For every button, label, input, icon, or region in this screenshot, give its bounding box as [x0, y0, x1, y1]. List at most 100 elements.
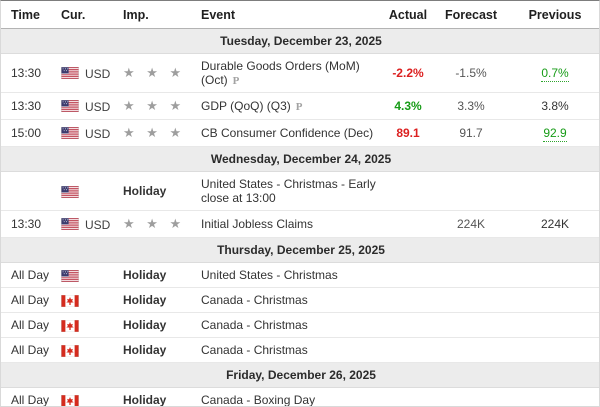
holiday-row: All Day Holiday United States - Christmas [1, 262, 599, 288]
event-time-cell: All Day [1, 337, 57, 363]
date-separator-row: Tuesday, December 23, 2025 [1, 28, 599, 54]
previous-cell: 0.7% [509, 53, 599, 93]
importance-cell: Holiday [119, 287, 197, 313]
event-time-cell: All Day [1, 262, 57, 288]
actual-cell [383, 171, 433, 211]
preliminary-icon: P [295, 101, 303, 113]
actual-cell [383, 210, 433, 238]
currency-cell: USD [57, 210, 119, 238]
event-name[interactable]: Canada - Christmas [201, 293, 308, 307]
us-flag-icon [61, 100, 79, 113]
event-row: 15:00 USD ★ ★ ★ CB Consumer Confidence (Dec… [1, 119, 599, 147]
importance-cell: ★ ★ ★ [119, 53, 197, 93]
date-separator-row: Thursday, December 25, 2025 [1, 237, 599, 263]
event-cell: Canada - Boxing Day [197, 387, 383, 407]
canada-flag-icon [61, 294, 79, 307]
event-cell: United States - Christmas [197, 262, 383, 288]
currency-cell: USD [57, 119, 119, 147]
event-name[interactable]: Canada - Christmas [201, 318, 308, 332]
date-separator-row: Friday, December 26, 2025 [1, 362, 599, 388]
event-time: 13:30 [11, 217, 42, 231]
previous-cell: 224K [509, 210, 599, 238]
event-time-cell: All Day [1, 387, 57, 407]
previous-cell [509, 287, 599, 313]
previous-value: 3.8% [541, 99, 569, 113]
currency-code: USD [85, 217, 111, 232]
event-time: 15:00 [11, 126, 42, 140]
event-cell: Canada - Christmas [197, 337, 383, 363]
previous-cell: 92.9 [509, 119, 599, 147]
forecast-cell: 224K [433, 210, 509, 238]
holiday-label: Holiday [123, 318, 167, 332]
event-name[interactable]: United States - Christmas - Early close … [201, 177, 376, 205]
canada-flag-icon [61, 344, 79, 357]
event-time: All Day [11, 393, 50, 407]
previous-value[interactable]: 0.7% [541, 66, 569, 82]
holiday-label: Holiday [123, 393, 167, 407]
date-label: Tuesday, December 23, 2025 [1, 28, 599, 54]
event-cell: United States - Christmas - Early close … [197, 171, 383, 211]
importance-cell: Holiday [119, 171, 197, 211]
forecast-cell [433, 262, 509, 288]
event-name[interactable]: Durable Goods Orders (MoM) (Oct) [201, 59, 360, 87]
forecast-cell: -1.5% [433, 53, 509, 93]
forecast-value: 91.7 [459, 126, 483, 140]
event-name[interactable]: Canada - Boxing Day [201, 393, 316, 407]
actual-value: 4.3% [394, 99, 422, 113]
event-time: All Day [11, 318, 50, 332]
forecast-cell: 3.3% [433, 92, 509, 120]
actual-cell [383, 262, 433, 288]
event-name[interactable]: CB Consumer Confidence (Dec) [201, 126, 374, 140]
holiday-label: Holiday [123, 268, 167, 282]
previous-cell [509, 387, 599, 406]
event-time-cell: All Day [1, 287, 57, 313]
previous-cell [509, 262, 599, 288]
event-time: All Day [11, 343, 50, 357]
importance-stars: ★ ★ ★ [123, 65, 186, 80]
previous-cell: 3.8% [509, 92, 599, 120]
us-flag-icon [61, 127, 79, 140]
event-time-cell: 13:30 [1, 53, 57, 93]
event-time: All Day [11, 268, 50, 282]
us-flag-icon [61, 269, 79, 282]
actual-cell: -2.2% [383, 53, 433, 93]
col-header-actual: Actual [383, 1, 433, 29]
importance-cell: Holiday [119, 387, 197, 407]
currency-cell [57, 312, 119, 338]
forecast-cell [433, 337, 509, 363]
canada-flag-icon [61, 319, 79, 332]
event-name[interactable]: GDP (QoQ) (Q3) [201, 99, 291, 113]
importance-stars: ★ ★ ★ [123, 216, 186, 231]
event-cell: Canada - Christmas [197, 312, 383, 338]
previous-value[interactable]: 92.9 [543, 126, 567, 142]
holiday-label: Holiday [123, 184, 167, 198]
preliminary-icon: P [232, 75, 240, 87]
currency-cell: USD [57, 53, 119, 93]
currency-cell [57, 171, 119, 211]
forecast-cell [433, 171, 509, 211]
us-flag-icon [61, 218, 79, 231]
holiday-row: All Day Holiday Canada - Christmas [1, 337, 599, 363]
forecast-cell [433, 312, 509, 338]
actual-cell [383, 287, 433, 313]
previous-cell [509, 312, 599, 338]
currency-cell: USD [57, 92, 119, 120]
event-name[interactable]: United States - Christmas [201, 268, 338, 282]
calendar-header: Time Cur. Imp. Event Actual Forecast Pre… [1, 1, 599, 29]
event-name[interactable]: Canada - Christmas [201, 343, 308, 357]
col-header-forecast: Forecast [433, 1, 509, 29]
event-cell: Canada - Christmas [197, 287, 383, 313]
currency-cell [57, 262, 119, 288]
col-header-event: Event [197, 1, 383, 29]
forecast-value: -1.5% [455, 66, 487, 80]
importance-cell: ★ ★ ★ [119, 210, 197, 238]
forecast-value: 224K [456, 217, 486, 231]
actual-value: 89.1 [396, 126, 420, 140]
actual-cell: 89.1 [383, 119, 433, 147]
col-header-currency: Cur. [57, 1, 119, 29]
currency-cell [57, 387, 119, 406]
event-name[interactable]: Initial Jobless Claims [201, 217, 314, 231]
importance-cell: Holiday [119, 337, 197, 363]
